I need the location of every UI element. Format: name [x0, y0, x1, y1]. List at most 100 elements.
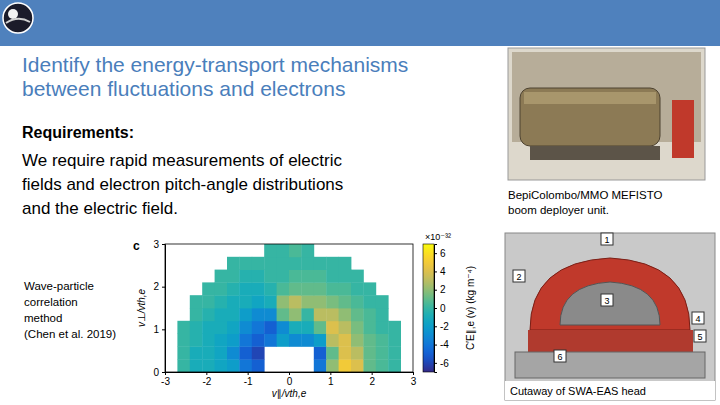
tick: 0 — [287, 372, 293, 387]
tick: 3 — [153, 239, 165, 250]
tick: -4 — [434, 339, 449, 350]
photo-red — [672, 100, 694, 158]
heatmap-cell — [264, 282, 277, 295]
heatmap-cell — [252, 321, 265, 334]
heatmap-cell — [301, 244, 314, 257]
heatmap-cell — [289, 295, 302, 308]
heatmap-cell — [277, 244, 290, 257]
axis: 0123 — [153, 239, 165, 378]
heatmap-cell — [289, 244, 302, 257]
photo-device — [520, 88, 660, 146]
heatmap-cell — [363, 295, 376, 308]
heatmap-cell — [190, 334, 203, 347]
tick: -2 — [202, 372, 211, 387]
heatmap-cell — [190, 346, 203, 359]
tick-mark — [434, 271, 437, 272]
title-line: between fluctuations and electrons — [22, 77, 345, 100]
tick-mark — [162, 244, 165, 245]
heatmap-cell — [202, 282, 215, 295]
heatmap-cell — [264, 244, 277, 257]
tick: 0 — [153, 367, 165, 378]
callout-box — [601, 233, 613, 245]
heatmap-cell — [239, 270, 252, 283]
heatmap-cell — [202, 359, 215, 372]
heatmap-cell — [376, 308, 389, 321]
heatmap-cell — [326, 321, 339, 334]
tick-label: 2 — [440, 284, 446, 295]
tick: -2 — [434, 321, 449, 332]
heatmap-cell — [252, 359, 265, 372]
heatmap-cell — [227, 282, 240, 295]
cutaway-caption: Cutaway of SWA-EAS head — [510, 385, 646, 397]
heatmap-cell — [326, 308, 339, 321]
colorbar-title: C′E∥,e (v) (kg m⁻⁴) — [465, 266, 477, 350]
heatmap-cell — [277, 257, 290, 270]
logo-wave — [6, 19, 30, 23]
heatmap-cell — [277, 295, 290, 308]
heatmap-cell — [252, 334, 265, 347]
heatmap-cell — [363, 321, 376, 334]
tick: -1 — [244, 372, 253, 387]
heatmap-cell — [351, 334, 364, 347]
heatmap-cell — [339, 295, 352, 308]
callout-label: 5 — [697, 332, 702, 342]
tick-mark — [434, 326, 437, 327]
slide: Identify the energy-transport mechanisms… — [0, 0, 720, 405]
heatmap-cell — [301, 295, 314, 308]
heatmap-cell — [301, 257, 314, 270]
heatmap-cell — [264, 295, 277, 308]
heatmap-cell — [351, 308, 364, 321]
heatmap-cell — [326, 270, 339, 283]
heatmap-cell — [227, 321, 240, 334]
heatmap-cell — [289, 321, 302, 334]
tick: 1 — [153, 324, 165, 335]
tick-mark — [206, 372, 207, 375]
tick-label: -2 — [440, 321, 449, 332]
heatmap-cell — [227, 334, 240, 347]
heatmap-cell — [277, 334, 290, 347]
heatmap-cell — [314, 308, 327, 321]
heatmap-cell — [339, 282, 352, 295]
heatmap-cell — [177, 334, 190, 347]
cutaway-bg — [505, 233, 715, 400]
method-line: method — [24, 312, 62, 324]
heatmap-cell — [252, 308, 265, 321]
heatmap-cell — [252, 282, 265, 295]
panel-bg — [130, 232, 502, 405]
heatmap-cell — [289, 282, 302, 295]
heading: Requirements: — [22, 124, 134, 141]
callout-box — [694, 330, 706, 342]
heatmap-cell — [301, 282, 314, 295]
heatmap-cell — [301, 321, 314, 334]
heatmap-cell — [277, 321, 290, 334]
tick-mark — [162, 329, 165, 330]
body-line: We require rapid measurements of electri… — [22, 151, 342, 170]
heatmap-cells — [177, 244, 401, 372]
heatmap-cell — [314, 295, 327, 308]
photo-frame — [508, 48, 705, 180]
heatmap-cell — [215, 282, 228, 295]
heatmap-cell — [314, 321, 327, 334]
heatmap-cell — [376, 334, 389, 347]
heatmap-cell — [339, 359, 352, 372]
heatmap-cell — [227, 257, 240, 270]
photo-base — [530, 146, 660, 160]
heatmap-cell — [239, 308, 252, 321]
heatmap-cell — [190, 359, 203, 372]
heatmap-cell — [314, 334, 327, 347]
heatmap-cell — [190, 321, 203, 334]
heatmap-cell — [289, 257, 302, 270]
tick-label: 2 — [369, 376, 375, 387]
heatmap-cell — [301, 308, 314, 321]
heatmap-cell — [215, 308, 228, 321]
heatmap-cell — [339, 270, 352, 283]
heatmap-cell — [326, 359, 339, 372]
tick: 1 — [328, 372, 334, 387]
logo-sun — [8, 9, 18, 19]
axis: -3-2-10123 — [161, 372, 417, 387]
heatmap-cell — [314, 346, 327, 359]
callout-box — [601, 294, 613, 306]
heatmap-cell — [277, 270, 290, 283]
heatmap-cell — [202, 308, 215, 321]
heatmap-cell — [215, 346, 228, 359]
